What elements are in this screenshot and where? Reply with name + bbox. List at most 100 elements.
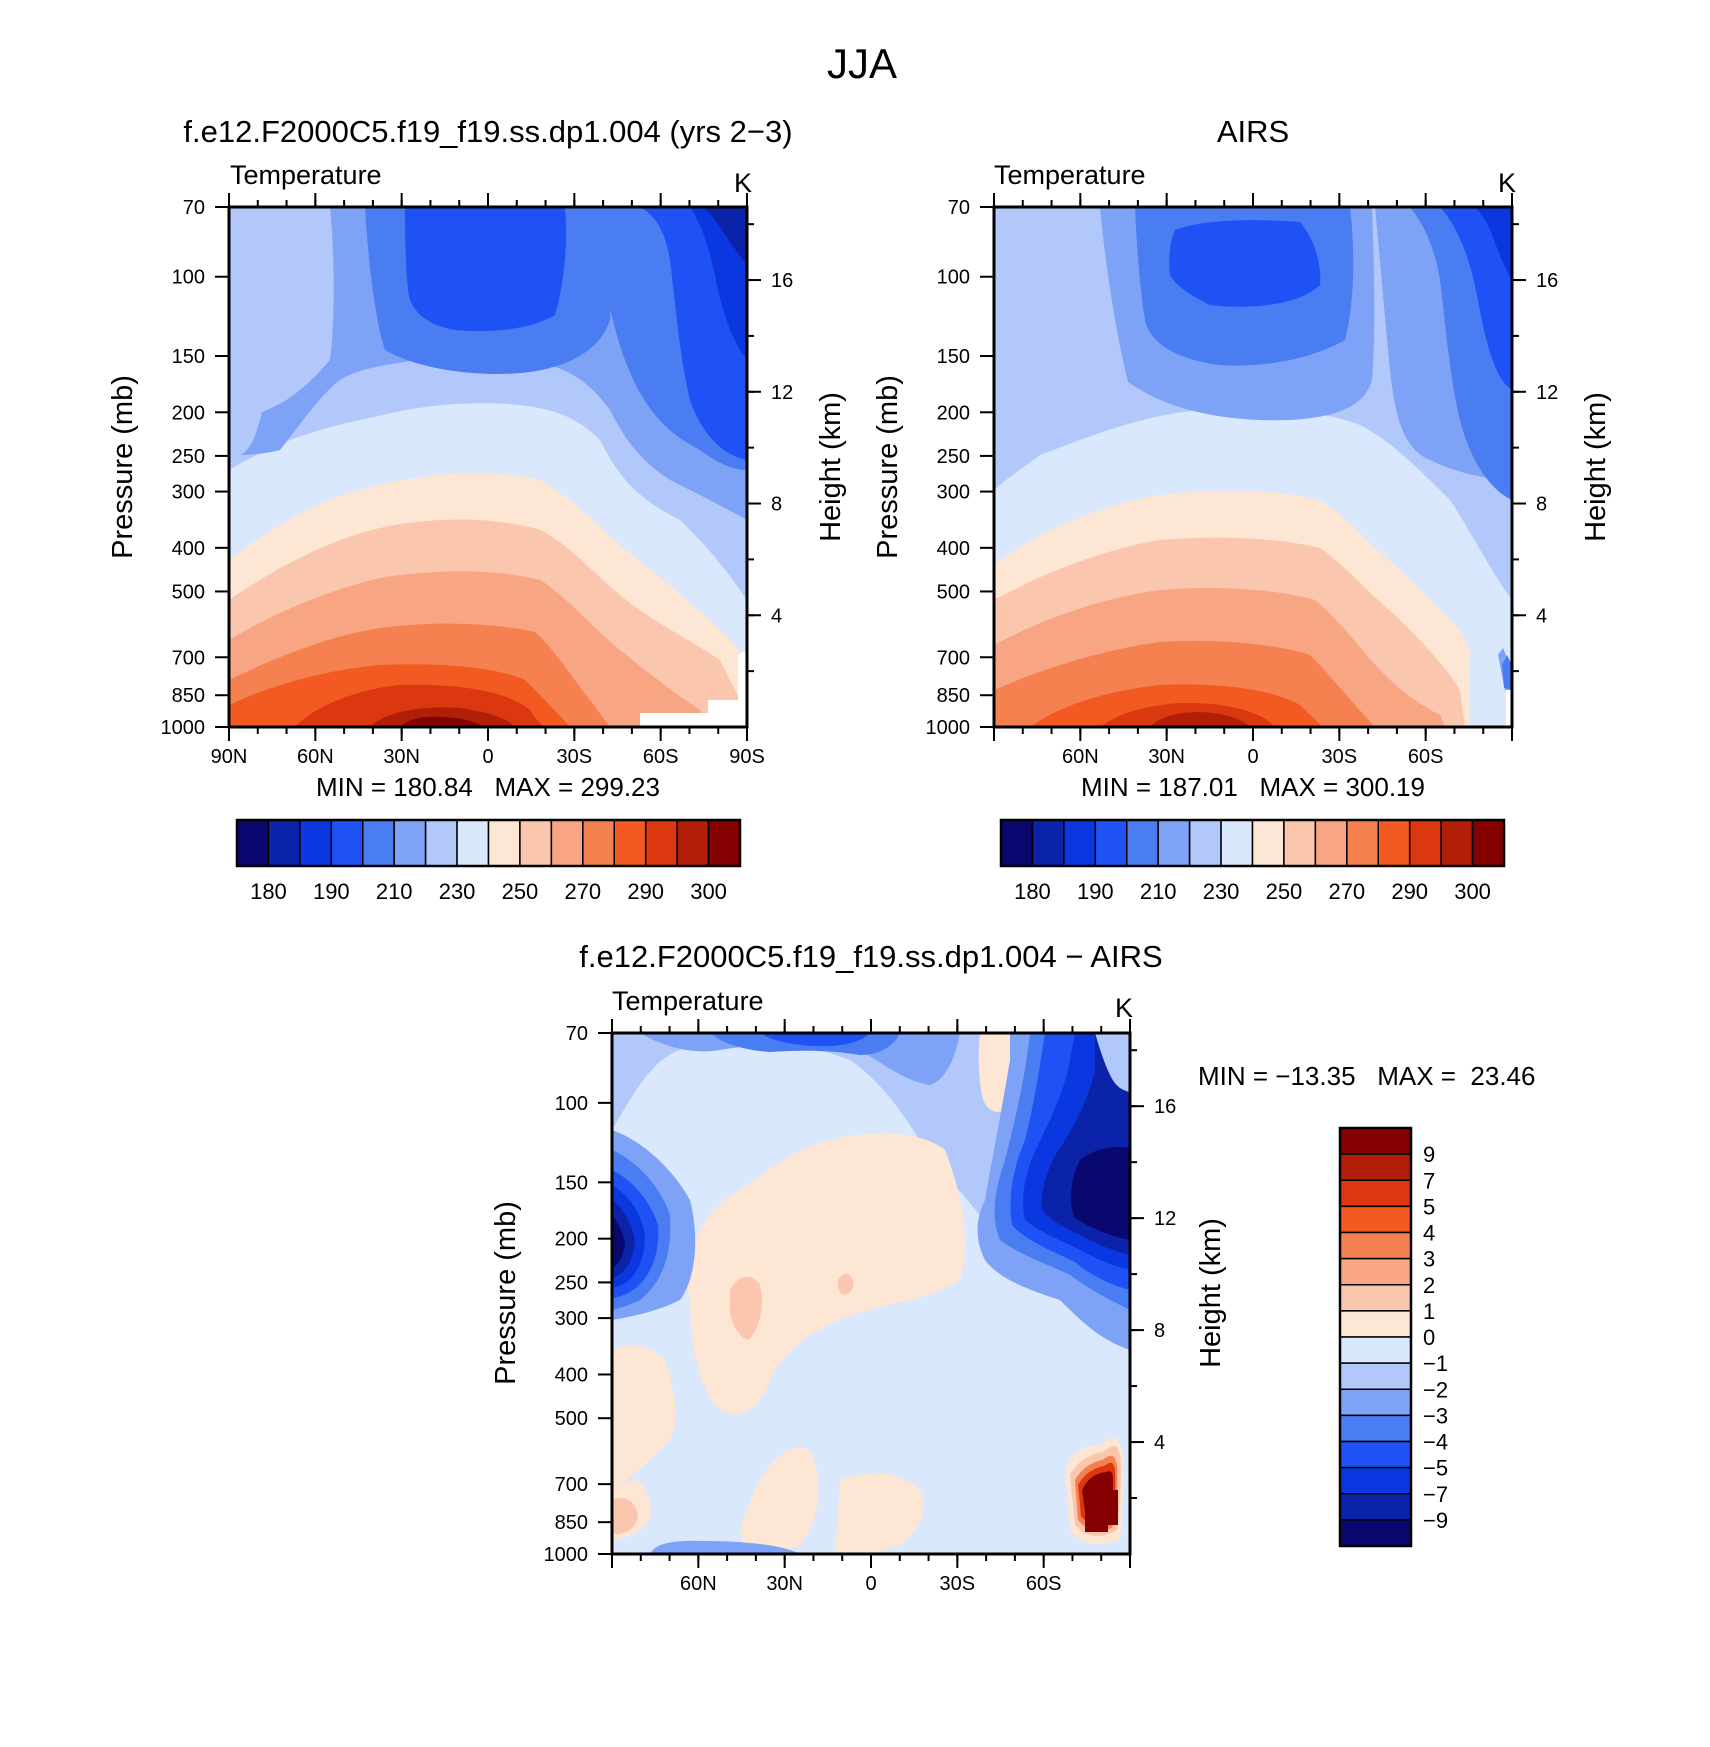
colorbar-label: 3 [1423,1247,1435,1272]
y-tick-label: 300 [172,482,205,504]
y2-tick-label: 8 [1536,494,1547,516]
panel-diff-left-string: Temperature [612,986,764,1016]
y2-tick-label: 16 [1154,1096,1176,1118]
colorbar-swatch [456,819,490,867]
contour-fill [229,207,334,460]
colorbar-label: 2 [1423,1273,1435,1298]
contour-fill [740,1447,819,1554]
colorbar-label: 300 [690,879,727,904]
colorbar-label: 180 [1014,879,1051,904]
colorbar-swatch [1471,819,1505,867]
colorbar-swatch [1339,1388,1412,1417]
colorbar-label: −3 [1423,1403,1448,1428]
y-tick-label: 70 [566,1023,588,1045]
panel-model-left-string: Temperature [230,160,382,190]
colorbar-swatch [393,819,427,867]
colorbar-swatch [1220,819,1254,867]
panel-diff: f.e12.F2000C5.f19_f19.ss.dp1.004 − AIRS … [490,939,1535,1595]
colorbar-swatch [1339,1284,1412,1312]
colorbar-swatch [1188,819,1222,867]
colorbar-label: −1 [1423,1351,1448,1376]
contour-fill [405,207,567,332]
colorbar-swatch [1339,1179,1412,1208]
panel-diff-axes: 60N 30N 0 30S 60S 70 100 150 200 250 300 400 500 700 8… [544,1019,1176,1595]
y-tick-label: 150 [937,346,970,368]
colorbar-swatch [1063,819,1097,867]
colorbar-swatch [1000,819,1034,867]
panel-obs-axes: 60N 30N 0 30S 60S 70 100 150 200 250 300 400 500 700 8… [926,193,1558,768]
x-tick-label: 30N [383,746,420,768]
contour-fill [400,716,483,727]
panel-diff-y2label: Height (km) [1195,1218,1227,1368]
y-tick-label: 850 [555,1512,588,1534]
x-tick-label: 30N [766,1573,803,1595]
panel-diff-title: f.e12.F2000C5.f19_f19.ss.dp1.004 − AIRS [579,939,1162,974]
contour-fill [760,1088,802,1165]
colorbar-label: 210 [376,879,413,904]
y-tick-label: 300 [555,1308,588,1330]
y-tick-label: 200 [555,1229,588,1251]
colorbar-swatch [487,819,521,867]
y-tick-label: 850 [172,685,205,707]
colorbar-swatch [1339,1127,1412,1155]
colorbar-label: 290 [627,879,664,904]
y-tick-label: 250 [172,446,205,468]
contour-fill [687,1133,965,1414]
y-tick-label: 1000 [544,1544,589,1566]
x-tick-label: 30S [557,746,593,768]
colorbar-label: −4 [1423,1430,1448,1455]
contour-fill [1070,1146,1130,1240]
y2-tick-label: 16 [771,270,793,292]
panel-obs-left-string: Temperature [994,160,1146,190]
y2-tick-label: 12 [1536,382,1558,404]
colorbar-swatch [1339,1466,1412,1495]
colorbar-swatch [1094,819,1128,867]
contour-fill [1440,207,1512,390]
y-tick-label: 100 [937,267,970,289]
x-tick-label: 60N [680,1573,717,1595]
panel-obs-title: AIRS [1217,114,1289,149]
x-tick-label: 60S [643,746,679,768]
colorbar-swatch [1339,1336,1412,1364]
colorbar-swatch [1251,819,1285,867]
contour-fill [700,207,747,265]
panel-diff-minmax: MIN = −13.35 MAX = 23.46 [1198,1061,1535,1091]
colorbar-swatch [1339,1440,1412,1469]
y2-tick-label: 16 [1536,270,1558,292]
panel-obs: AIRS Temperature K [872,114,1612,904]
y-tick-label: 400 [937,538,970,560]
panel-diff-contours [612,1033,1130,1554]
colorbar-label: 4 [1423,1221,1435,1246]
colorbar-label: 210 [1140,879,1177,904]
x-tick-label: 60S [1408,746,1444,768]
contour-fill [1169,220,1321,307]
colorbar-swatch [1126,819,1159,867]
y2-tick-label: 12 [771,382,793,404]
colorbar-swatch [1339,1257,1412,1286]
x-tick-label: 0 [865,1573,876,1595]
panel-model-ylabel: Pressure (mb) [107,375,139,559]
y-tick-label: 300 [937,482,970,504]
colorbar-swatch [582,819,615,867]
colorbar-swatch [1339,1153,1412,1181]
colorbar-swatch [1408,819,1442,867]
y2-tick-label: 8 [771,494,782,516]
contour-fill [1502,655,1512,690]
colorbar-swatch [299,819,333,867]
colorbar-frame [1338,1126,1413,1548]
colorbar-label: 7 [1423,1168,1435,1193]
colorbar-swatch [1339,1205,1412,1234]
missing-data [640,650,747,727]
y2-tick-label: 4 [1154,1432,1165,1454]
colorbar-swatch [236,819,270,867]
x-tick-label: 60N [1062,746,1099,768]
colorbar-label: 250 [502,879,539,904]
panel-obs-ylabel: Pressure (mb) [872,375,904,559]
colorbar-swatch [644,819,678,867]
colorbar-label: 270 [564,879,601,904]
panel-obs-units: K [1498,168,1516,198]
y-tick-label: 500 [555,1408,588,1430]
colorbar-label: −5 [1423,1456,1448,1481]
